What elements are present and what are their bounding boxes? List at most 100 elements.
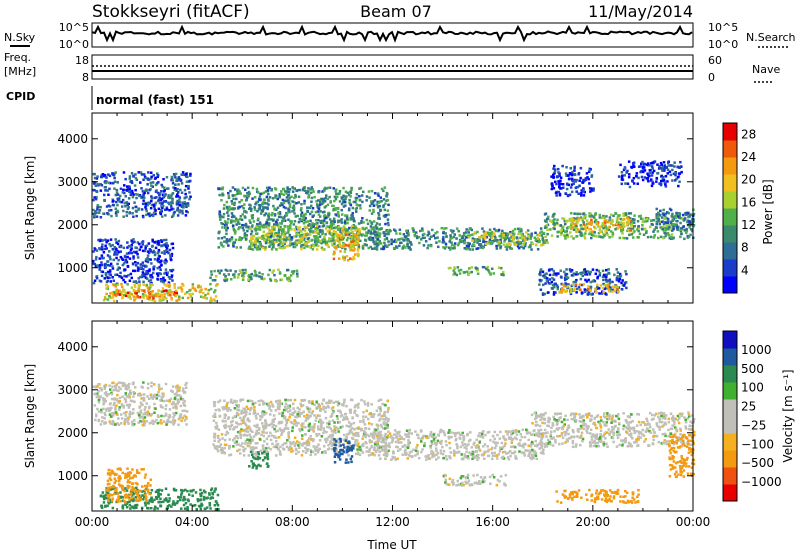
data-cell xyxy=(419,229,422,233)
data-cell xyxy=(296,227,300,230)
data-cell xyxy=(103,399,106,402)
data-cell xyxy=(349,203,353,207)
data-cell xyxy=(228,205,231,209)
data-cell xyxy=(453,233,456,236)
data-cell xyxy=(184,192,187,196)
data-cell xyxy=(292,270,296,273)
data-cell xyxy=(99,205,102,209)
data-cell xyxy=(251,241,254,245)
data-cell xyxy=(548,278,551,281)
data-cell xyxy=(572,274,575,277)
data-cell xyxy=(107,181,110,184)
data-cell xyxy=(529,245,532,249)
data-cell xyxy=(291,190,295,193)
data-cell xyxy=(320,219,324,223)
data-cell xyxy=(152,249,155,253)
data-cell xyxy=(351,258,354,261)
data-cell xyxy=(196,498,199,501)
data-cell xyxy=(159,211,162,214)
data-cell xyxy=(318,235,322,238)
data-cell xyxy=(356,243,360,246)
data-cell xyxy=(190,489,193,493)
data-cell xyxy=(352,224,355,227)
data-cell xyxy=(136,193,139,196)
data-cell xyxy=(153,505,157,508)
data-cell xyxy=(124,177,127,181)
data-cell xyxy=(542,241,545,244)
data-cell xyxy=(130,247,133,250)
data-cell xyxy=(155,393,159,397)
data-cell xyxy=(463,271,466,274)
data-cell xyxy=(583,268,586,271)
data-cell xyxy=(132,215,135,218)
data-cell xyxy=(267,434,271,438)
data-cell xyxy=(626,169,629,173)
data-cell xyxy=(592,187,595,190)
data-cell xyxy=(172,214,175,217)
data-cell xyxy=(208,493,211,496)
data-cell xyxy=(585,172,589,175)
data-cell xyxy=(142,296,145,299)
data-cell xyxy=(236,189,239,193)
data-cell xyxy=(611,280,614,284)
data-cell xyxy=(392,246,396,250)
data-cell xyxy=(115,214,118,217)
data-cell xyxy=(108,413,112,416)
data-cell xyxy=(263,239,266,242)
data-cell xyxy=(177,423,180,426)
data-cell xyxy=(293,235,296,238)
data-cell xyxy=(122,188,125,192)
data-cell xyxy=(128,187,131,191)
data-cell xyxy=(124,260,127,263)
data-cell xyxy=(98,257,101,260)
data-cell xyxy=(300,213,303,217)
data-cell xyxy=(271,228,274,231)
data-cell xyxy=(510,247,513,250)
data-cell xyxy=(141,271,145,274)
data-cell xyxy=(265,202,269,205)
data-cell xyxy=(587,285,590,288)
data-cell xyxy=(459,240,463,244)
data-cell xyxy=(107,393,110,396)
data-cell xyxy=(138,280,141,283)
data-cell xyxy=(290,228,293,231)
data-cell xyxy=(335,188,338,191)
data-cell xyxy=(113,176,116,180)
data-cell xyxy=(265,221,268,225)
data-cell xyxy=(96,264,99,267)
data-cell xyxy=(663,181,666,184)
data-cell xyxy=(660,163,663,166)
data-cell xyxy=(345,214,349,217)
data-cell xyxy=(643,163,646,166)
data-cell xyxy=(520,245,523,249)
data-cell xyxy=(349,195,352,198)
data-cell xyxy=(269,277,272,281)
data-cell xyxy=(111,296,114,299)
data-cell xyxy=(182,284,185,287)
data-cell xyxy=(463,247,466,250)
data-cell xyxy=(170,290,173,294)
data-cell xyxy=(558,185,561,189)
data-cell xyxy=(145,402,148,405)
data-cell xyxy=(620,226,623,230)
data-cell xyxy=(233,215,236,218)
data-cell xyxy=(571,170,574,174)
data-cell xyxy=(180,507,183,510)
data-cell xyxy=(160,209,163,212)
data-cell xyxy=(239,226,242,229)
data-cell xyxy=(490,231,494,234)
data-cell xyxy=(550,234,554,237)
data-cell xyxy=(629,228,632,232)
data-cell xyxy=(296,241,299,245)
data-cell xyxy=(100,270,103,273)
data-cell xyxy=(227,273,231,276)
data-cell xyxy=(505,232,508,235)
data-cell xyxy=(458,272,462,275)
data-cell xyxy=(346,191,349,195)
data-cell xyxy=(168,209,171,212)
data-cell xyxy=(114,291,118,295)
data-cell xyxy=(170,193,173,196)
data-cell xyxy=(298,217,301,221)
data-cell xyxy=(351,215,354,218)
data-cell xyxy=(170,275,173,279)
